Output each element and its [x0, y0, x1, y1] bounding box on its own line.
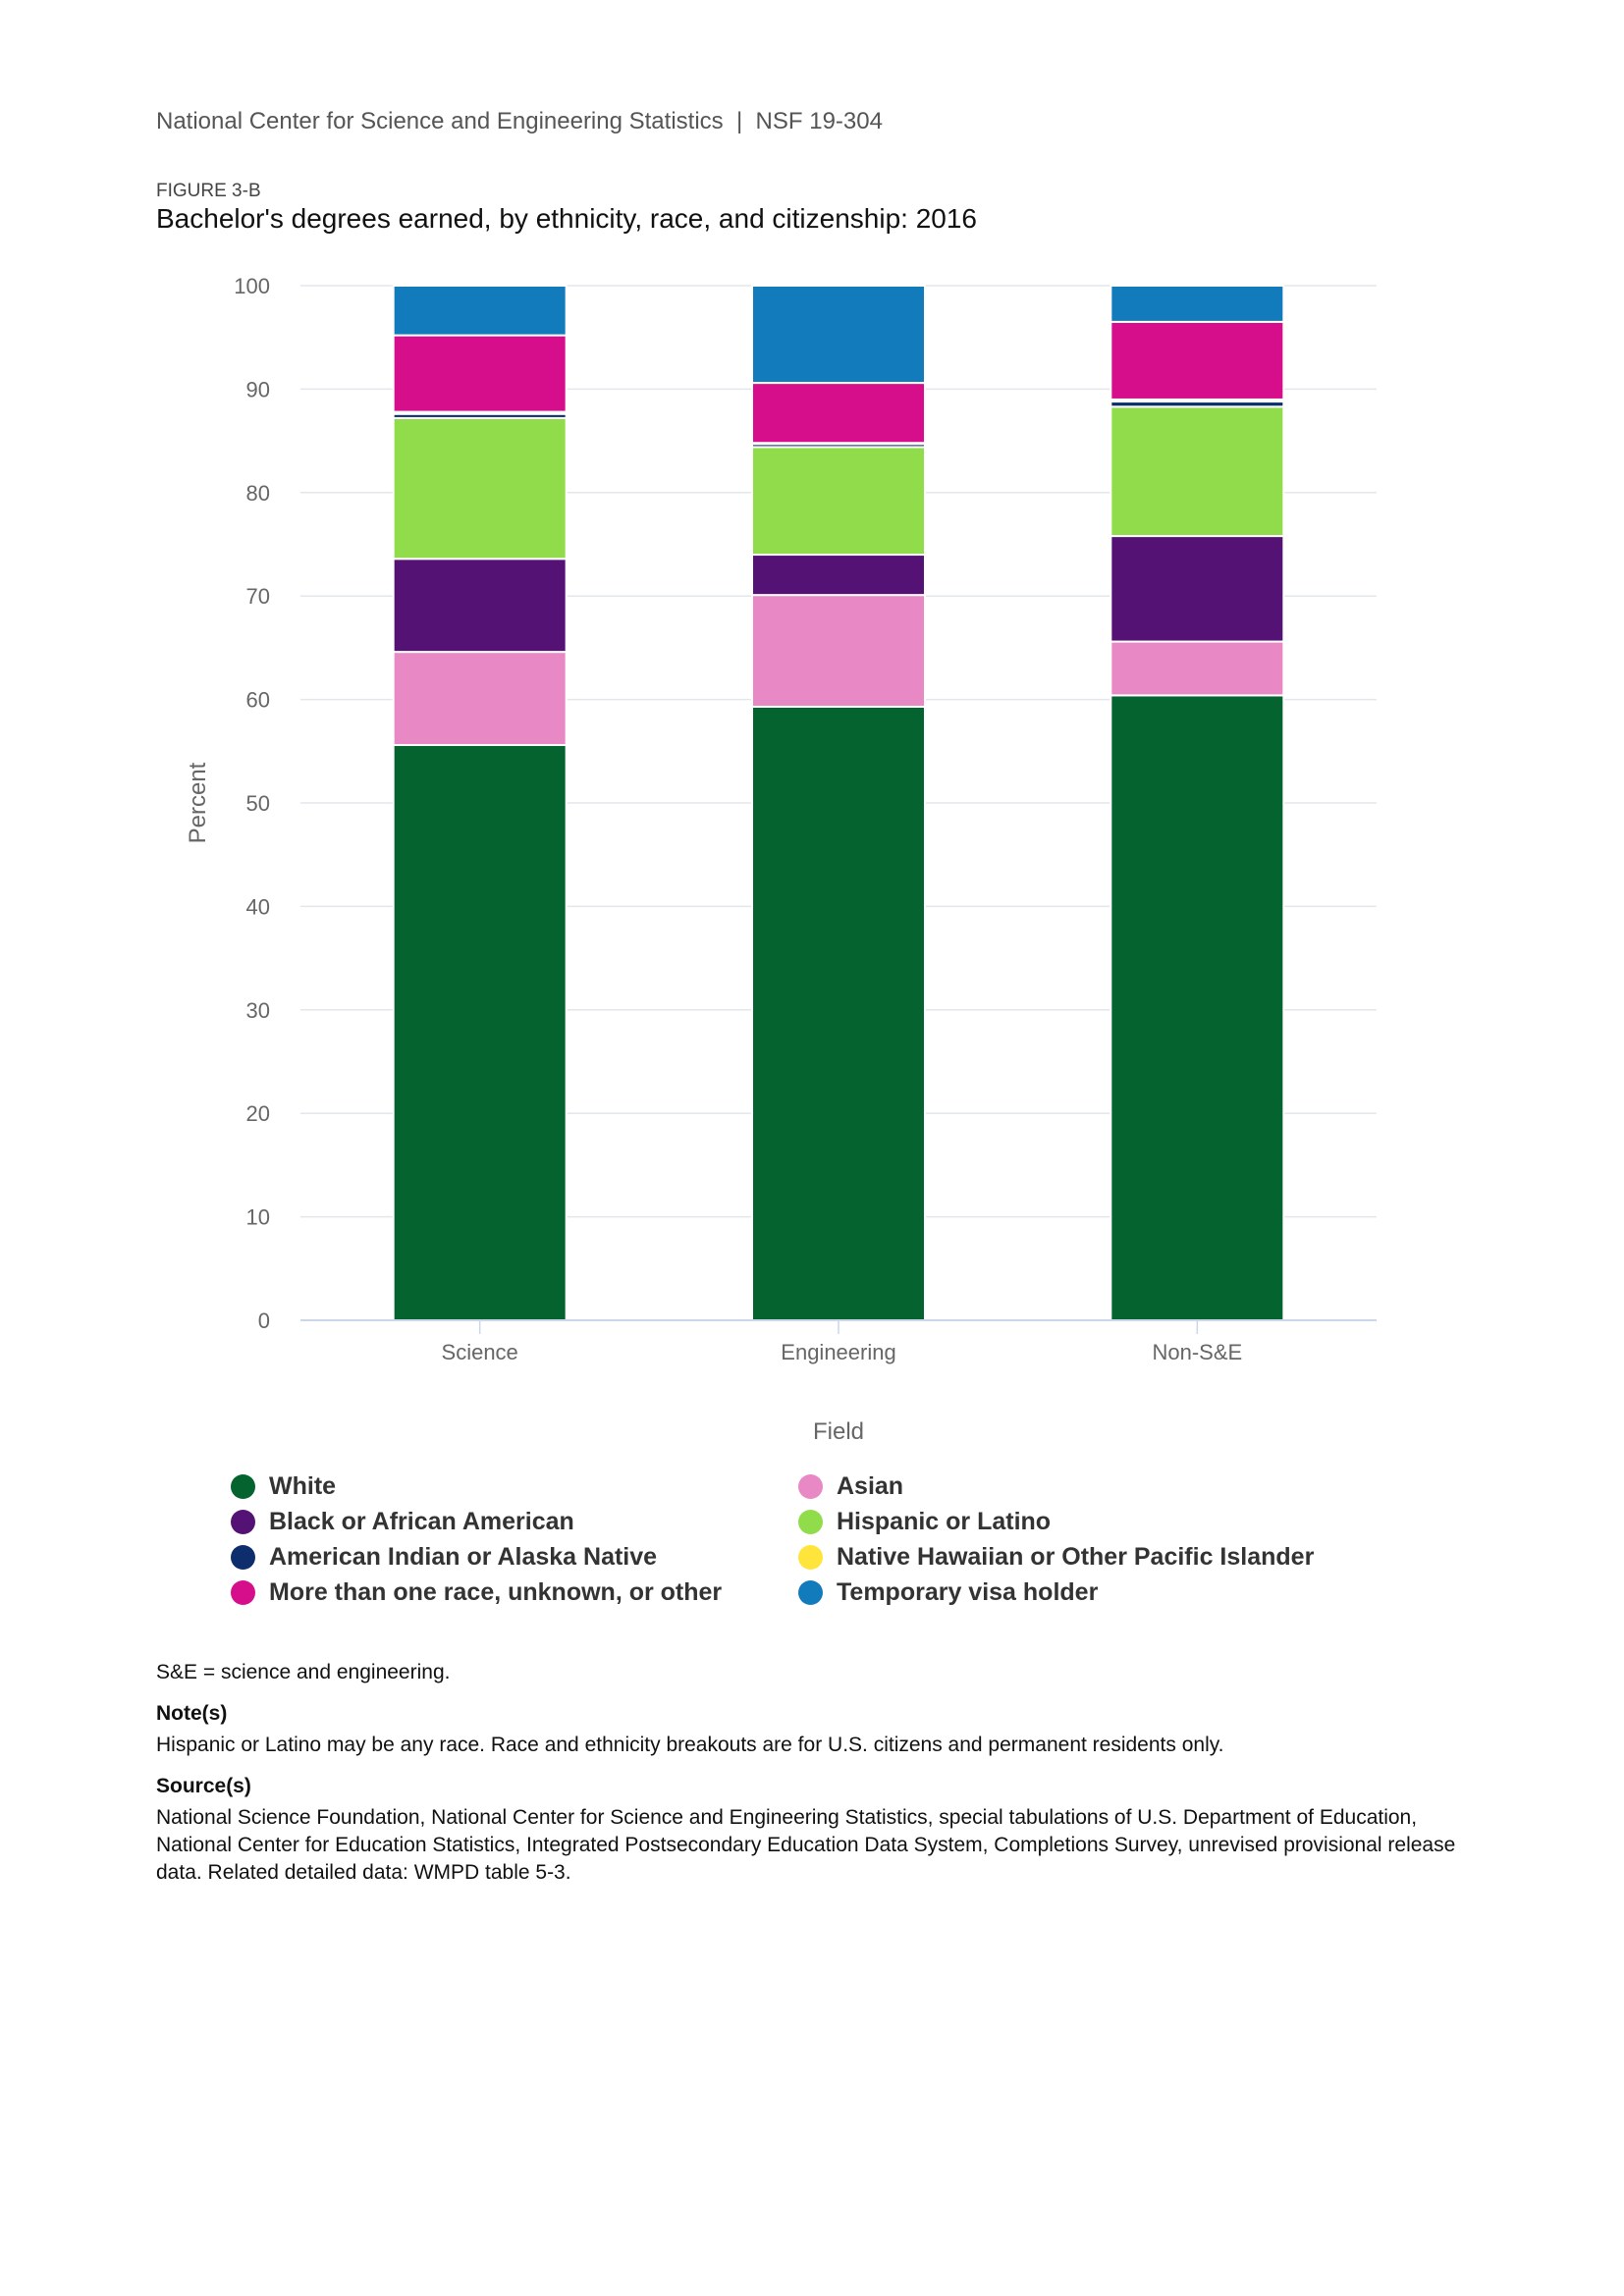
- bar-segment: [392, 558, 568, 654]
- y-tick-label: 30: [246, 998, 270, 1023]
- y-tick-label: 0: [258, 1308, 270, 1333]
- x-tick-label: Engineering: [781, 1340, 895, 1364]
- bar-segment: [1110, 535, 1285, 643]
- y-tick-label: 100: [234, 274, 270, 298]
- y-tick-label: 20: [246, 1101, 270, 1126]
- legend-label: Hispanic or Latino: [837, 1508, 1052, 1535]
- y-tick-label: 40: [246, 894, 270, 919]
- legend-item[interactable]: American Indian or Alaska Native: [231, 1543, 657, 1572]
- legend-marker-icon: [231, 1580, 255, 1605]
- figure-label: FIGURE 3-B: [156, 181, 261, 201]
- legend-label: Black or African American: [269, 1508, 574, 1535]
- legend-marker-icon: [231, 1474, 255, 1499]
- bar-segment: [1110, 694, 1285, 1321]
- bar-segment: [392, 334, 568, 413]
- y-axis-title: Percent: [185, 762, 211, 843]
- bar-segment: [392, 651, 568, 746]
- legend-label: White: [269, 1472, 337, 1500]
- legend-label: Native Hawaiian or Other Pacific Islande…: [837, 1543, 1315, 1571]
- legend-marker-icon: [231, 1545, 255, 1570]
- legend-item[interactable]: Native Hawaiian or Other Pacific Islande…: [798, 1543, 1314, 1572]
- legend-marker-icon: [798, 1545, 823, 1570]
- legend-label: Asian: [837, 1472, 904, 1500]
- source-text: National Science Foundation, National Ce…: [156, 1806, 1456, 1884]
- bar-segment: [751, 285, 926, 385]
- source-heading: Source(s): [156, 1775, 251, 1797]
- legend-label: American Indian or Alaska Native: [269, 1543, 658, 1571]
- legend-item[interactable]: White: [231, 1472, 336, 1501]
- bar-segment: [1110, 640, 1285, 697]
- y-tick-label: 60: [246, 688, 270, 713]
- bar-segment: [751, 446, 926, 557]
- note-heading: Note(s): [156, 1702, 228, 1725]
- report-header: National Center for Science and Engineer…: [156, 108, 883, 134]
- legend-item[interactable]: More than one race, unknown, or other: [231, 1578, 722, 1607]
- y-tick-label: 70: [246, 584, 270, 609]
- bar-segment: [751, 594, 926, 708]
- bar-segment: [1110, 320, 1285, 400]
- legend-item[interactable]: Temporary visa holder: [798, 1578, 1098, 1607]
- legend-marker-icon: [798, 1474, 823, 1499]
- bar-segment: [751, 554, 926, 597]
- x-tick-label: Non-S&E: [1152, 1340, 1242, 1364]
- legend-item[interactable]: Hispanic or Latino: [798, 1508, 1051, 1536]
- bar-segment: [1110, 405, 1285, 538]
- bar-segment: [392, 416, 568, 561]
- x-tick-label: Science: [442, 1340, 518, 1364]
- figure-title: Bachelor's degrees earned, by ethnicity,…: [156, 203, 977, 234]
- legend-label: More than one race, unknown, or other: [269, 1578, 723, 1606]
- bar-segment: [392, 743, 568, 1321]
- y-tick-label: 90: [246, 377, 270, 401]
- legend-marker-icon: [798, 1580, 823, 1605]
- legend-item[interactable]: Asian: [798, 1472, 903, 1501]
- x-axis-title: Field: [813, 1418, 864, 1445]
- bar-segment: [1110, 285, 1285, 323]
- stacked-bar-chart: 0 10 20 30 40 50 60 70 80 90 100 Science Engineering…: [185, 274, 1377, 1445]
- bar-segment: [751, 382, 926, 445]
- bar-segment: [392, 285, 568, 337]
- bar-segment: [751, 705, 926, 1321]
- legend-marker-icon: [798, 1510, 823, 1534]
- legend-item[interactable]: Black or African American: [231, 1508, 574, 1536]
- figure-notes: S&E = science and engineering. Note(s) H…: [156, 1659, 1491, 1887]
- y-tick-label: 80: [246, 481, 270, 506]
- abbreviation-note: S&E = science and engineering.: [156, 1661, 451, 1683]
- legend-marker-icon: [231, 1510, 255, 1534]
- note-text: Hispanic or Latino may be any race. Race…: [156, 1734, 1224, 1756]
- y-tick-label: 10: [246, 1205, 270, 1230]
- y-tick-label: 50: [246, 791, 270, 816]
- legend-label: Temporary visa holder: [837, 1578, 1099, 1606]
